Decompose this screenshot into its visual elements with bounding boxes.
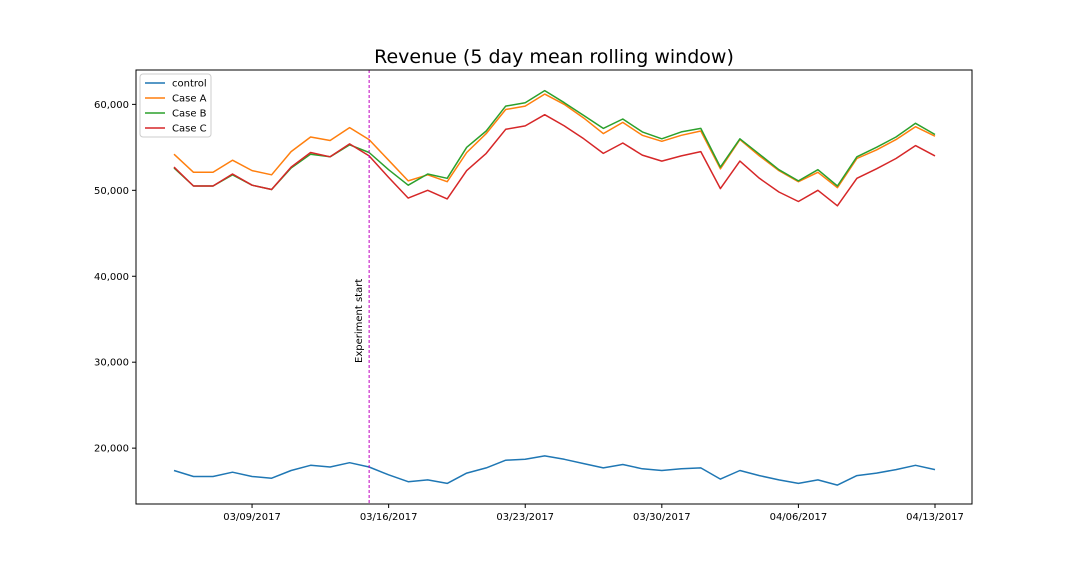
x-tick-label: 03/30/2017	[633, 512, 691, 523]
x-tick-label: 03/23/2017	[496, 512, 554, 523]
y-axis: 20,000 30,000 40,000 50,000 60,000	[94, 100, 136, 455]
series-line-control	[173, 455, 936, 486]
x-tick-label: 04/06/2017	[770, 512, 828, 523]
x-tick-label: 03/09/2017	[223, 512, 281, 523]
x-axis: 03/09/2017 03/16/2017 03/23/2017 03/30/2017…	[223, 504, 964, 523]
series-line-case-b	[173, 89, 936, 191]
legend-label: Case B	[172, 109, 207, 120]
y-tick-label: 40,000	[94, 272, 129, 283]
y-tick-label: 50,000	[94, 186, 129, 197]
plot-lines	[173, 89, 936, 486]
series-line-case-c	[173, 113, 936, 207]
experiment-start-marker: Experiment start	[354, 70, 370, 504]
y-tick-label: 60,000	[94, 100, 129, 111]
legend-label: Case C	[172, 124, 207, 135]
legend-box	[139, 73, 212, 138]
x-tick-label: 04/13/2017	[906, 512, 964, 523]
series-line-case-a	[173, 93, 936, 189]
legend-label: control	[172, 79, 207, 90]
y-tick-label: 30,000	[94, 358, 129, 369]
legend: control Case A Case B Case C	[139, 73, 212, 138]
axes-frame	[135, 69, 973, 505]
x-tick-label: 03/16/2017	[360, 512, 418, 523]
chart-title: Revenue (5 day mean rolling window)	[374, 46, 734, 68]
experiment-start-label: Experiment start	[354, 279, 365, 363]
legend-label: Case A	[172, 94, 207, 105]
y-tick-label: 20,000	[94, 444, 129, 455]
